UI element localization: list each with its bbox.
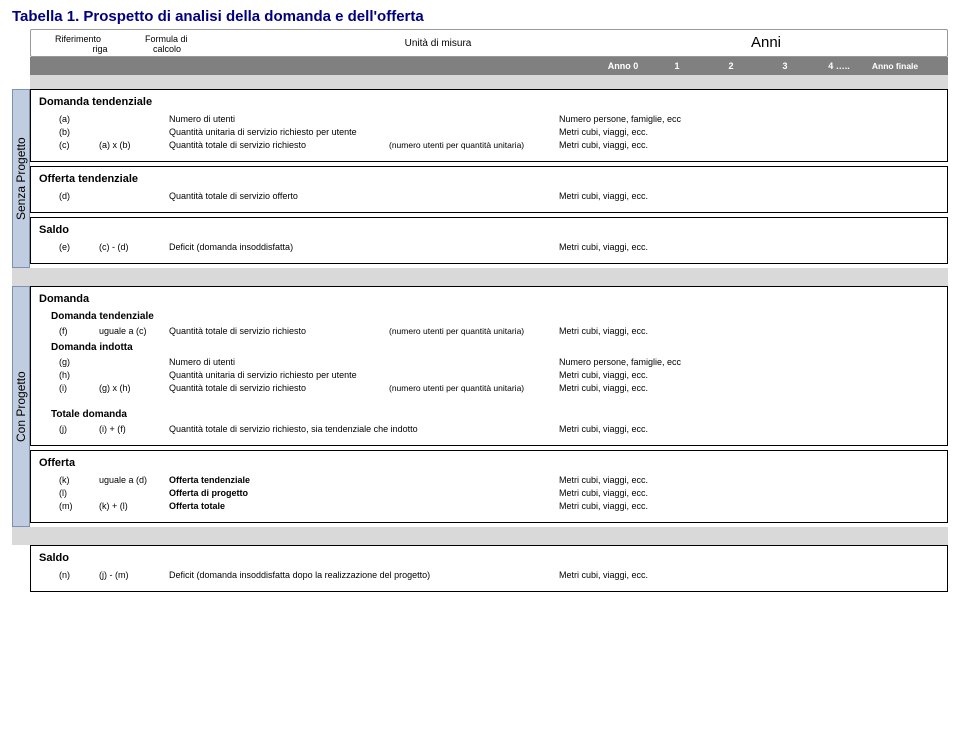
unit-g: Numero persone, famiglie, ecc [559,357,689,367]
desc-g: Numero di utenti [169,357,389,367]
note-f: (numero utenti per quantità unitaria) [389,326,559,336]
desc-f: Quantità totale di servizio richiesto [169,326,389,336]
ref-a: (a) [59,114,99,124]
year-2: 2 [704,61,758,71]
ref-m: (m) [59,501,99,511]
row-f: (f) uguale a (c) Quantità totale di serv… [59,326,939,336]
ref-g: (g) [59,357,99,367]
title-offerta: Offerta [39,457,939,469]
note-c: (numero utenti per quantità unitaria) [389,140,559,150]
ref-i: (i) [59,383,99,393]
desc-k: Offerta tendenziale [169,475,389,485]
unit-j: Metri cubi, viaggi, ecc. [559,424,689,434]
row-h: (h) Quantità unitaria di servizio richie… [59,370,939,380]
ref-h: (h) [59,370,99,380]
formula-m: (k) + (l) [99,501,169,511]
desc-h: Quantità unitaria di servizio richiesto … [169,370,389,380]
subtitle-totale-domanda: Totale domanda [51,409,939,420]
desc-d: Quantità totale di servizio offerto [169,191,389,201]
desc-n: Deficit (domanda insoddisfatta dopo la r… [169,570,509,580]
title-saldo-2: Saldo [39,552,939,564]
subtitle-dom-tend: Domanda tendenziale [51,311,939,322]
row-d: (d) Quantità totale di servizio offerto … [59,191,939,201]
desc-l: Offerta di progetto [169,488,389,498]
subtitle-dom-indotta: Domanda indotta [51,342,939,353]
header-band: Riferimento riga Formula di calcolo Unit… [30,29,948,57]
title-offerta-tendenziale: Offerta tendenziale [39,173,939,185]
unit-m: Metri cubi, viaggi, ecc. [559,501,689,511]
note-i: (numero utenti per quantità unitaria) [389,383,559,393]
hdr-years: Anni [641,34,891,51]
title-saldo-1: Saldo [39,224,939,236]
vtab-con-progetto: Con Progetto [12,286,30,527]
year-1: 1 [650,61,704,71]
row-k: (k) uguale a (d) Offerta tendenziale Met… [59,475,939,485]
unit-h: Metri cubi, viaggi, ecc. [559,370,689,380]
formula-k: uguale a (d) [99,475,169,485]
unit-a: Numero persone, famiglie, ecc [559,114,689,124]
hdr-col1a: Riferimento [55,34,145,44]
hdr-col1b: riga [55,44,145,54]
row-i: (i) (g) x (h) Quantità totale di servizi… [59,383,939,393]
unit-i: Metri cubi, viaggi, ecc. [559,383,689,393]
row-b: (b) Quantità unitaria di servizio richie… [59,127,939,137]
row-m: (m) (k) + (l) Offerta totale Metri cubi,… [59,501,939,511]
hdr-unit: Unità di misura [235,34,641,49]
row-g: (g) Numero di utenti Numero persone, fam… [59,357,939,367]
year-3: 3 [758,61,812,71]
unit-e: Metri cubi, viaggi, ecc. [559,242,689,252]
desc-b: Quantità unitaria di servizio richiesto … [169,127,389,137]
year-row: Anno 0 1 2 3 4 ….. Anno finale [30,57,948,75]
row-l: (l) Offerta di progetto Metri cubi, viag… [59,488,939,498]
formula-f: uguale a (c) [99,326,169,336]
year-0: Anno 0 [596,61,650,71]
ref-e: (e) [59,242,99,252]
formula-c: (a) x (b) [99,140,169,150]
ref-n: (n) [59,570,99,580]
hdr-col2b: calcolo [145,44,235,54]
desc-a: Numero di utenti [169,114,389,124]
formula-e: (c) - (d) [99,242,169,252]
unit-f: Metri cubi, viaggi, ecc. [559,326,689,336]
unit-d: Metri cubi, viaggi, ecc. [559,191,689,201]
desc-c: Quantità totale di servizio richiesto [169,140,389,150]
box-saldo-2: Saldo (n) (j) - (m) Deficit (domanda ins… [30,545,948,592]
box-saldo-1: Saldo (e) (c) - (d) Deficit (domanda ins… [30,217,948,264]
box-offerta-tendenziale: Offerta tendenziale (d) Quantità totale … [30,166,948,213]
desc-j: Quantità totale di servizio richiesto, s… [169,424,479,434]
formula-j: (i) + (f) [99,424,169,434]
year-final: Anno finale [866,62,924,71]
unit-c: Metri cubi, viaggi, ecc. [559,140,689,150]
ref-c: (c) [59,140,99,150]
ref-k: (k) [59,475,99,485]
row-e: (e) (c) - (d) Deficit (domanda insoddisf… [59,242,939,252]
box-offerta: Offerta (k) uguale a (d) Offerta tendenz… [30,450,948,523]
unit-k: Metri cubi, viaggi, ecc. [559,475,689,485]
ref-j: (j) [59,424,99,434]
desc-m: Offerta totale [169,501,389,511]
unit-n: Metri cubi, viaggi, ecc. [559,570,689,580]
box-domanda: Domanda Domanda tendenziale (f) uguale a… [30,286,948,446]
desc-i: Quantità totale di servizio richiesto [169,383,389,393]
ref-f: (f) [59,326,99,336]
row-n: (n) (j) - (m) Deficit (domanda insoddisf… [59,570,939,580]
page-title: Tabella 1. Prospetto di analisi della do… [12,8,948,25]
desc-e: Deficit (domanda insoddisfatta) [169,242,389,252]
formula-i: (g) x (h) [99,383,169,393]
ref-d: (d) [59,191,99,201]
hdr-col2a: Formula di [145,34,235,44]
box-domanda-tendenziale: Domanda tendenziale (a) Numero di utenti… [30,89,948,162]
row-a: (a) Numero di utenti Numero persone, fam… [59,114,939,124]
title-domanda: Domanda [39,293,939,305]
unit-b: Metri cubi, viaggi, ecc. [559,127,689,137]
row-j: (j) (i) + (f) Quantità totale di servizi… [59,424,939,434]
vtab-senza-progetto: Senza Progetto [12,89,30,268]
title-domanda-tendenziale: Domanda tendenziale [39,96,939,108]
row-c: (c) (a) x (b) Quantità totale di servizi… [59,140,939,150]
formula-n: (j) - (m) [99,570,169,580]
year-4: 4 ….. [812,61,866,71]
unit-l: Metri cubi, viaggi, ecc. [559,488,689,498]
ref-l: (l) [59,488,99,498]
ref-b: (b) [59,127,99,137]
